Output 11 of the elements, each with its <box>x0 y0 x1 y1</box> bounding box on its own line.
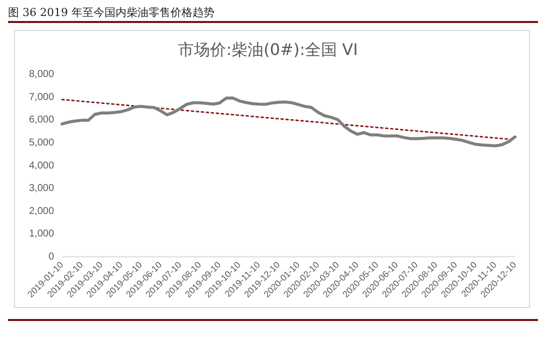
chart-title: 市场价:柴油(0#):全国 VI <box>178 40 358 59</box>
y-tick-label: 1,000 <box>28 228 54 240</box>
y-tick-label: 0 <box>48 252 54 263</box>
y-tick-label: 4,000 <box>28 160 54 172</box>
caption: 图 36 2019 年至今国内柴油零售价格趋势 <box>8 5 214 20</box>
y-tick-label: 6,000 <box>28 114 54 126</box>
y-tick-label: 2,000 <box>28 206 54 217</box>
y-tick-label: 8,000 <box>28 68 54 80</box>
y-tick-label: 5,000 <box>28 137 54 148</box>
y-tick-label: 7,000 <box>28 92 54 103</box>
y-tick-label: 3,000 <box>28 183 54 194</box>
